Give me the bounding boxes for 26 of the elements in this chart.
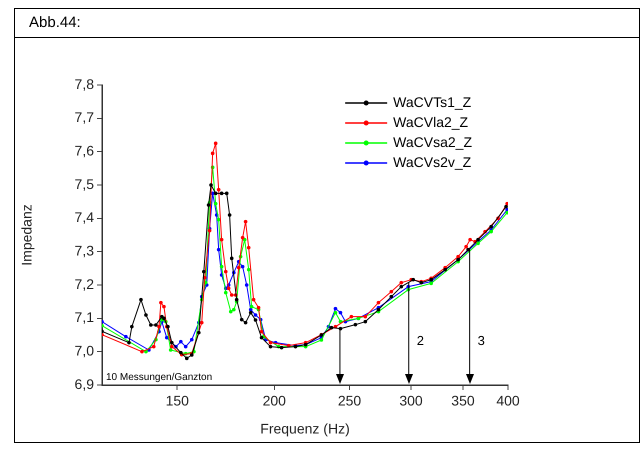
x-tick-label: 350 [451, 392, 475, 408]
x-axis-title: Frequenz (Hz) [260, 420, 350, 436]
y-tick-label: 7,6 [74, 142, 94, 159]
y-tick-label: 7,1 [74, 309, 94, 326]
x-tick-label: 400 [496, 392, 520, 408]
x-tick-label: 250 [338, 392, 362, 408]
legend-label: WaCVla2_Z [393, 114, 469, 130]
legend-label: WaCVs2v_Z [393, 154, 472, 170]
legend-label: WaCVsa2_Z [393, 134, 472, 150]
annotation: 2 [416, 333, 424, 348]
y-tick-label: 6,9 [74, 376, 94, 392]
legend-label: WaCVTs1_Z [393, 94, 472, 110]
annotation: 10 Messungen/Ganzton [106, 372, 212, 383]
x-tick-label: 300 [399, 392, 423, 408]
annotation: 3 [478, 333, 485, 348]
y-tick-label: 7,0 [74, 342, 94, 359]
y-tick-label: 7,3 [74, 242, 94, 259]
x-tick-label: 200 [262, 392, 286, 408]
y-tick-label: 7,7 [74, 109, 94, 126]
chart-title: Abb.44: [15, 9, 639, 38]
y-axis-title: Impedanz [18, 204, 34, 266]
y-tick-label: 7,8 [74, 76, 94, 92]
y-tick-label: 7,5 [74, 176, 94, 192]
y-tick-label: 7,2 [74, 276, 94, 292]
x-tick-label: 150 [166, 392, 190, 408]
y-tick-label: 7,4 [74, 209, 94, 226]
